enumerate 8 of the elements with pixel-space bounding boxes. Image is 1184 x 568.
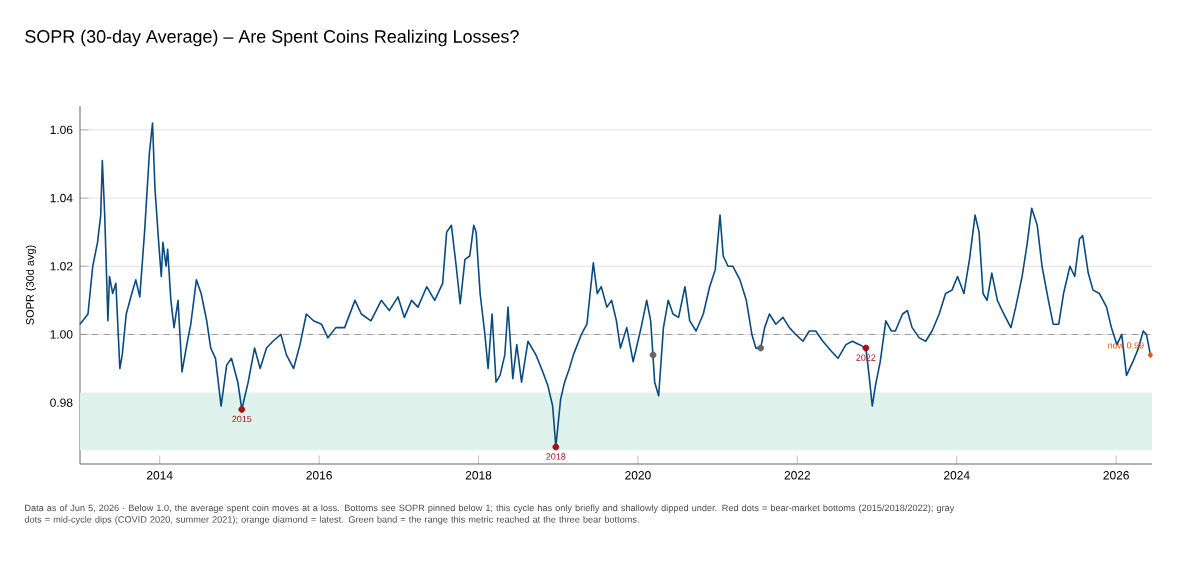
chart-title: SOPR (30-day Average) – Are Spent Coins Realizing Losses? <box>25 29 519 47</box>
point <box>552 443 560 451</box>
point <box>862 344 870 352</box>
line-series <box>79 122 1152 448</box>
point <box>757 344 765 352</box>
point <box>238 406 246 413</box>
point <box>1147 351 1154 359</box>
point <box>649 351 657 359</box>
